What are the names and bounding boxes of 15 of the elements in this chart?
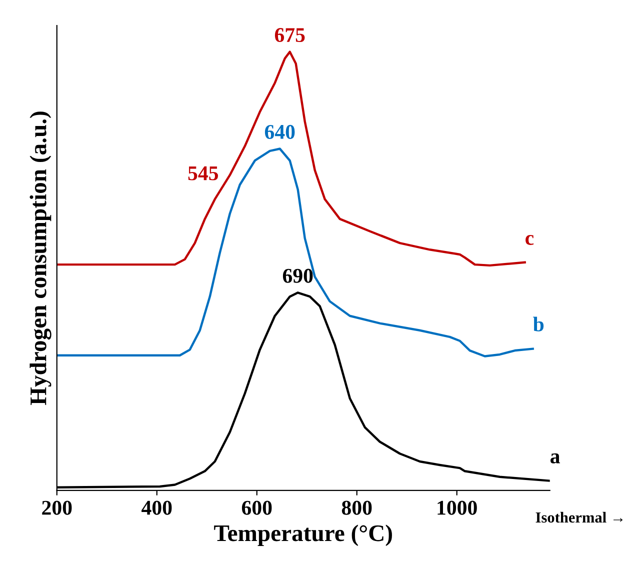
text: Isothermal → — [536, 512, 623, 523]
y-axis-title: Hydrogen consumption (a.u.) — [30, 112, 52, 405]
x-axis-title: Temperature (°C) — [214, 524, 392, 546]
annotation: 690 — [282, 268, 313, 283]
x-tick-label: 800 — [342, 500, 372, 515]
series-label: c — [526, 234, 534, 245]
series-label: b — [533, 316, 544, 332]
x-tick-label: 400 — [142, 500, 172, 515]
series-label: a — [550, 453, 560, 464]
x-tick-label: 600 — [242, 500, 272, 515]
x-tick-label: 200 — [42, 500, 72, 515]
x-tick-label: 1000 — [438, 500, 477, 515]
annotation: 545 — [188, 166, 218, 180]
annotation: 640 — [264, 124, 295, 139]
annotation: 675 — [274, 28, 305, 42]
